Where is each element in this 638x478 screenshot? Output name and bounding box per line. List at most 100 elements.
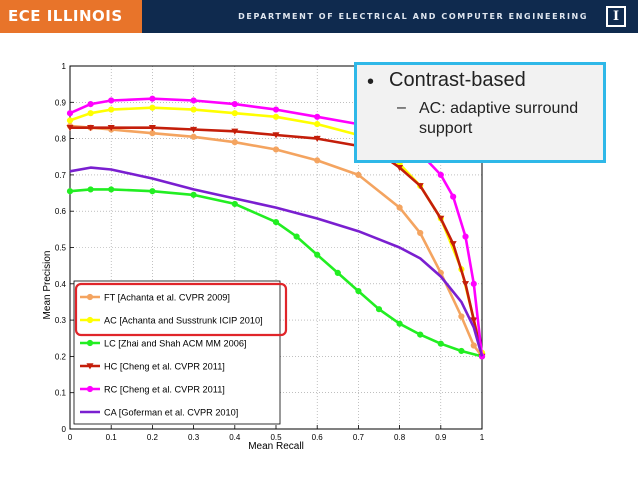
data-point [108, 186, 115, 193]
ece-illinois-logo: ECE ILLINOIS [0, 0, 142, 33]
legend-highlight [74, 282, 288, 337]
data-point [66, 188, 74, 195]
axis-ticks: 0 0.1 0.2 0.3 0.4 0.5 0.6 0.7 0.8 0.9 1 0 0.1 0.2 0.3 0… [55, 62, 485, 442]
data-point [231, 101, 238, 108]
data-point [231, 200, 238, 208]
y-tick-label: 0.8 [55, 135, 67, 144]
data-point [314, 113, 321, 120]
data-point [231, 128, 239, 135]
data-point [355, 171, 362, 178]
data-point [108, 97, 115, 104]
y-axis-label: Mean Precision [42, 251, 53, 320]
data-point [334, 269, 341, 277]
legend-label: LC [Zhai and Shah ACM MM 2006] [104, 339, 246, 349]
legend-label: HC [Cheng et al. CVPR 2011] [104, 362, 225, 372]
x-tick-label: 0.6 [312, 433, 324, 442]
data-point [231, 139, 238, 146]
data-point [272, 113, 280, 120]
data-point [462, 233, 469, 240]
data-point [396, 320, 403, 327]
data-point [190, 97, 197, 104]
legend-item: FT [Achanta et al. CVPR 2009] [80, 293, 230, 303]
data-point [190, 133, 197, 140]
x-tick-label: 0 [68, 433, 73, 442]
callout-box: • Contrast-based – AC: adaptive surround… [354, 62, 606, 163]
x-tick-label: 0.1 [106, 433, 118, 442]
y-tick-label: 0.2 [55, 352, 67, 361]
data-point [314, 157, 321, 164]
series-5 [69, 166, 484, 357]
department-title: DEPARTMENT OF ELECTRICAL AND COMPUTER EN… [238, 12, 588, 21]
data-point [449, 241, 457, 248]
data-point [470, 317, 478, 324]
y-tick-label: 0.9 [55, 98, 67, 107]
legend-label: AC [Achanta and Susstrunk ICIP 2010] [104, 316, 263, 326]
y-tick-label: 0.5 [55, 244, 67, 253]
data-point [190, 191, 197, 198]
data-point [314, 120, 321, 128]
data-point [66, 117, 74, 124]
data-point [149, 104, 156, 111]
legend-marker [86, 339, 94, 347]
callout-heading: Contrast-based [389, 69, 526, 91]
data-point [450, 193, 457, 200]
data-point [87, 125, 95, 132]
y-tick-label: 0.1 [55, 389, 67, 398]
data-point [107, 125, 115, 132]
legend-marker [86, 316, 94, 324]
data-point [417, 331, 424, 338]
x-tick-label: 0.8 [394, 433, 406, 442]
data-point [190, 126, 198, 133]
data-point [417, 229, 424, 237]
data-point [87, 186, 94, 193]
y-tick-label: 0.4 [55, 280, 67, 289]
data-point [437, 340, 444, 347]
data-point [272, 146, 280, 153]
y-tick-label: 0 [62, 425, 67, 434]
data-point [149, 130, 156, 137]
legend-marker [86, 363, 94, 370]
legend-item: AC [Achanta and Susstrunk ICIP 2010] [80, 316, 263, 326]
data-point [149, 95, 156, 102]
legend-marker [86, 293, 94, 301]
data-point [272, 132, 280, 139]
data-point [470, 342, 477, 349]
legend-item: HC [Cheng et al. CVPR 2011] [80, 362, 225, 372]
data-point [462, 281, 470, 288]
header-banner: ECE ILLINOIS DEPARTMENT OF ELECTRICAL AN… [0, 0, 638, 33]
legend-item: RC [Cheng et al. CVPR 2011] [80, 385, 225, 395]
x-tick-label: 0.7 [353, 433, 365, 442]
y-tick-label: 0.3 [55, 316, 67, 325]
data-point [458, 313, 465, 320]
legend-label: RC [Cheng et al. CVPR 2011] [104, 385, 225, 395]
data-point [313, 135, 321, 143]
legend: FT [Achanta et al. CVPR 2009] AC [Achanta… [73, 280, 288, 425]
x-tick-label: 0.2 [147, 433, 159, 442]
legend-marker [86, 385, 94, 393]
y-tick-label: 1 [62, 62, 67, 71]
legend-box [73, 280, 281, 425]
data-point [314, 251, 321, 258]
data-point [293, 233, 300, 240]
data-point [231, 110, 238, 117]
data-point [272, 106, 280, 113]
illinois-i-logo-icon: I [606, 6, 626, 27]
legend-label: CA [Goferman et al. CVPR 2010] [104, 408, 238, 418]
data-point [437, 215, 445, 222]
bullet-glyph: • [367, 71, 375, 93]
y-tick-label: 0.7 [55, 171, 67, 180]
data-point [375, 306, 383, 313]
data-point [66, 110, 74, 117]
y-tick-label: 0.6 [55, 207, 67, 216]
data-point [396, 204, 403, 211]
x-tick-label: 0.5 [270, 433, 282, 442]
legend-label: FT [Achanta et al. CVPR 2009] [104, 293, 230, 303]
data-point [149, 188, 156, 195]
data-point [66, 125, 74, 132]
data-point [272, 218, 280, 226]
x-tick-label: 0.4 [229, 433, 241, 442]
x-axis-label: Mean Recall [248, 441, 304, 452]
data-point [396, 164, 404, 172]
data-point [458, 347, 465, 355]
data-point [470, 280, 477, 287]
